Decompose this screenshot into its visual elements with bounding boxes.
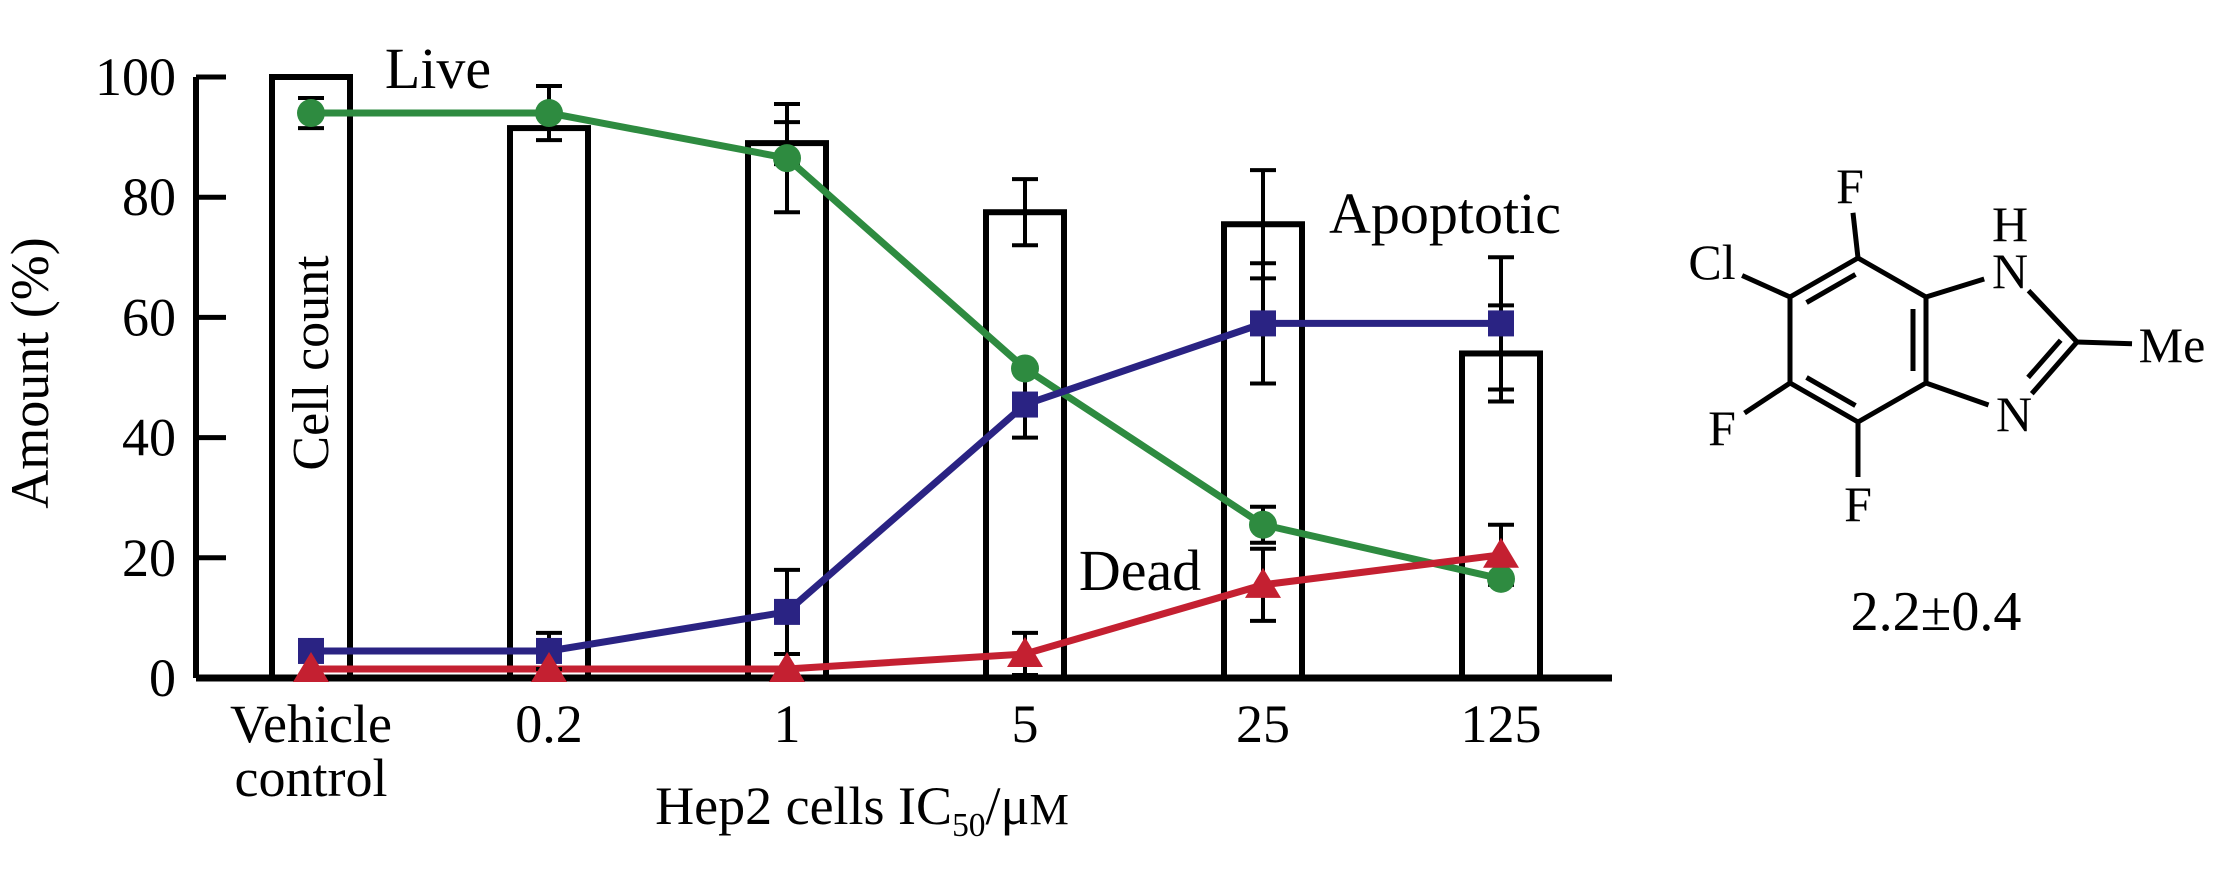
dead-marker: [769, 651, 805, 682]
molecule-value-label: 2.2±0.4: [1850, 581, 2022, 643]
x-axis-title: Hep2 cells IC50/μM: [655, 775, 1069, 842]
x-category-label: 125: [1461, 694, 1542, 754]
x-axis-title-text: Hep2 cells IC: [655, 776, 953, 836]
bond-C2-Me: [2076, 339, 2133, 347]
atom-label-F7: F: [1836, 158, 1864, 214]
bond-A-F7: [1850, 212, 1861, 259]
x-category-label: 1: [774, 694, 801, 754]
atom-label-F5: F: [1708, 400, 1736, 456]
atom-label-Cl: Cl: [1688, 234, 1735, 290]
y-tick-label: 100: [95, 47, 176, 107]
bond-E-F5: [1743, 380, 1792, 416]
bond-C-D: [1856, 380, 1928, 425]
apoptotic-marker: [1012, 391, 1038, 418]
x-category-label: 5: [1012, 694, 1039, 754]
dead-marker: [293, 651, 329, 682]
atom-label-H1: H: [1992, 196, 2028, 252]
live-marker: [1487, 564, 1515, 593]
live-marker: [1011, 354, 1039, 383]
x-category-label: control: [235, 748, 388, 808]
dead-marker: [1007, 636, 1043, 667]
bond-A-B: [1856, 255, 1928, 300]
dead-marker: [1245, 567, 1281, 598]
bond-C2-N3: [2029, 340, 2079, 396]
x-axis-title-unit: M: [1029, 785, 1069, 834]
dead-marker: [1483, 537, 1519, 568]
bond-F6-Cl: [1741, 273, 1792, 300]
apoptotic-line: [311, 319, 1501, 655]
y-tick-label: 0: [149, 648, 176, 708]
atom-label-N3: N: [1996, 386, 2032, 442]
apoptotic-marker: [1250, 310, 1276, 337]
apoptotic-marker: [1488, 310, 1514, 337]
bond-N1-C2: [2026, 288, 2079, 344]
cell-count-label: Cell count: [283, 255, 340, 471]
y-tick-label: 80: [122, 167, 176, 227]
y-tick-label: 60: [122, 287, 176, 347]
y-tick-label: 20: [122, 528, 176, 588]
live-label: Live: [385, 36, 491, 101]
dead-line: [311, 551, 1502, 673]
cell-count-bar: [507, 125, 591, 681]
cell-count-bar: [1459, 350, 1543, 681]
live-marker: [773, 144, 801, 173]
double-bond-F6-A: [1805, 272, 1857, 305]
bond-F6-A: [1788, 255, 1860, 300]
apoptotic-label: Apoptotic: [1329, 181, 1561, 246]
y-tick-label: 40: [122, 408, 176, 468]
dead-marker: [531, 651, 567, 682]
x-category-label: Vehicle: [230, 694, 392, 754]
bond-N3-C: [1925, 380, 1990, 408]
live-marker: [297, 99, 325, 128]
live-marker: [1249, 510, 1277, 539]
atom-label-F4: F: [1844, 476, 1872, 532]
live-marker: [535, 99, 563, 128]
y-axis-title: Amount (%): [0, 237, 60, 509]
cell-count-bar: [983, 209, 1067, 681]
double-bond-D-E: [1805, 375, 1857, 408]
atom-label-N1: N: [1992, 243, 2028, 299]
x-category-label: 25: [1236, 694, 1290, 754]
x-category-label: 0.2: [515, 694, 583, 754]
apoptotic-marker: [774, 598, 800, 625]
x-axis-title-mu: /μ: [985, 776, 1030, 836]
ic50-subscript: 50: [952, 806, 986, 844]
bond-B-N1: [1925, 276, 1985, 300]
dead-label: Dead: [1079, 538, 1201, 603]
bond-D-E: [1788, 380, 1860, 425]
atom-label-Me: Me: [2139, 317, 2206, 373]
double-bond-C2-N3: [2026, 338, 2063, 380]
live-line: [311, 109, 1502, 583]
